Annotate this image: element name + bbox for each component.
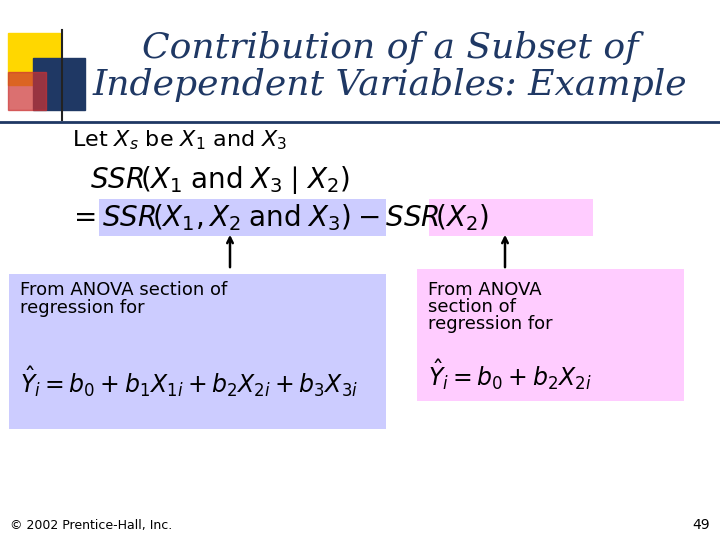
- Text: © 2002 Prentice-Hall, Inc.: © 2002 Prentice-Hall, Inc.: [10, 519, 172, 532]
- Bar: [8, 72, 46, 110]
- Text: From ANOVA section of: From ANOVA section of: [20, 281, 228, 299]
- Text: From ANOVA: From ANOVA: [428, 281, 541, 299]
- Text: Contribution of a Subset of: Contribution of a Subset of: [142, 31, 638, 65]
- Text: section of: section of: [428, 298, 516, 316]
- Text: 49: 49: [693, 518, 710, 532]
- Text: regression for: regression for: [428, 315, 553, 333]
- Bar: [33, 58, 85, 110]
- FancyBboxPatch shape: [9, 274, 386, 429]
- Text: $\hat{Y}_i = b_0 + b_1X_{1i} + b_2X_{2i} + b_3X_{3i}$: $\hat{Y}_i = b_0 + b_1X_{1i} + b_2X_{2i}…: [20, 364, 358, 399]
- Text: regression for: regression for: [20, 299, 145, 317]
- Text: $\hat{Y}_i = b_0 + b_2X_{2i}$: $\hat{Y}_i = b_0 + b_2X_{2i}$: [428, 357, 592, 393]
- Text: $SSR\!\left(X_1 \;\mathrm{and}\; X_3 \mid X_2\right)$: $SSR\!\left(X_1 \;\mathrm{and}\; X_3 \mi…: [90, 164, 350, 196]
- Text: Independent Variables: Example: Independent Variables: Example: [93, 68, 688, 102]
- Text: $= SSR\!\left(X_1, X_2 \;\mathrm{and}\; X_3\right) - SSR\!\left(X_2\right)$: $= SSR\!\left(X_1, X_2 \;\mathrm{and}\; …: [68, 202, 489, 233]
- FancyBboxPatch shape: [417, 269, 684, 401]
- Bar: [8, 33, 60, 85]
- Text: Let $X_s$ be $X_1$ and $X_3$: Let $X_s$ be $X_1$ and $X_3$: [72, 128, 287, 152]
- FancyBboxPatch shape: [429, 199, 593, 236]
- FancyBboxPatch shape: [99, 199, 386, 236]
